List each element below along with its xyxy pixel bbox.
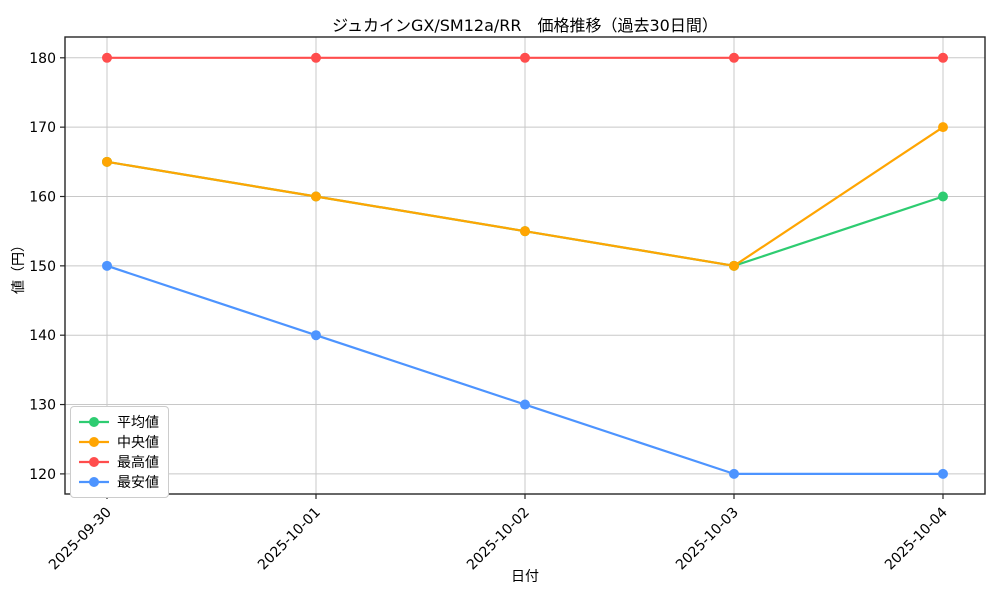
legend-item-label: 最安値: [117, 475, 159, 491]
legend-marker-icon-median: [79, 437, 109, 447]
series-marker-lowest: [729, 468, 739, 479]
legend-marker-icon-average: [79, 417, 109, 427]
y-tick-label: 140: [29, 328, 56, 344]
x-tick-label: 2025-09-30: [46, 505, 115, 574]
series-marker-highest: [520, 52, 530, 63]
series-marker-highest: [102, 52, 112, 63]
series-marker-lowest: [311, 330, 321, 341]
chart-title: ジュカインGX/SM12a/RR 価格推移（過去30日間）: [332, 16, 718, 35]
series-marker-median: [102, 156, 112, 167]
x-axis-label: 日付: [511, 569, 539, 585]
series-marker-lowest: [520, 399, 530, 410]
series-lowest: [102, 260, 948, 479]
series-marker-median: [520, 226, 530, 237]
y-tick-label: 150: [29, 259, 56, 275]
series-marker-median: [311, 191, 321, 202]
legend-item-highest: 最高値: [78, 452, 159, 472]
y-tick-label: 120: [29, 467, 56, 483]
series-highest: [102, 52, 948, 63]
y-tick-label: 180: [29, 51, 56, 67]
series-marker-highest: [729, 52, 739, 63]
series-median: [102, 122, 948, 271]
series-marker-highest: [938, 52, 948, 63]
series-marker-lowest: [938, 468, 948, 479]
series-marker-lowest: [102, 260, 112, 271]
x-tick-label: 2025-10-01: [255, 505, 324, 574]
legend-item-median: 中央値: [78, 432, 159, 452]
y-axis-label: 値（円）: [11, 238, 27, 294]
y-tick-label: 170: [29, 120, 56, 136]
x-tick-label: 2025-10-02: [464, 505, 533, 574]
legend-item-lowest: 最安値: [78, 472, 159, 492]
y-tick-label: 160: [29, 189, 56, 205]
series-marker-average: [938, 191, 948, 202]
legend-item-average: 平均値: [78, 412, 159, 432]
series-marker-highest: [311, 52, 321, 63]
legend-item-label: 最高値: [117, 455, 159, 471]
legend-item-label: 平均値: [117, 415, 159, 431]
legend: 平均値中央値最高値最安値: [70, 406, 169, 498]
legend-item-label: 中央値: [117, 435, 159, 451]
x-tick-label: 2025-10-03: [673, 505, 742, 574]
x-tick-label: 2025-10-04: [882, 504, 951, 573]
series-marker-median: [729, 260, 739, 271]
series-marker-median: [938, 122, 948, 133]
legend-marker-icon-lowest: [79, 477, 109, 487]
legend-marker-icon-highest: [79, 457, 109, 467]
y-tick-label: 130: [29, 398, 56, 414]
